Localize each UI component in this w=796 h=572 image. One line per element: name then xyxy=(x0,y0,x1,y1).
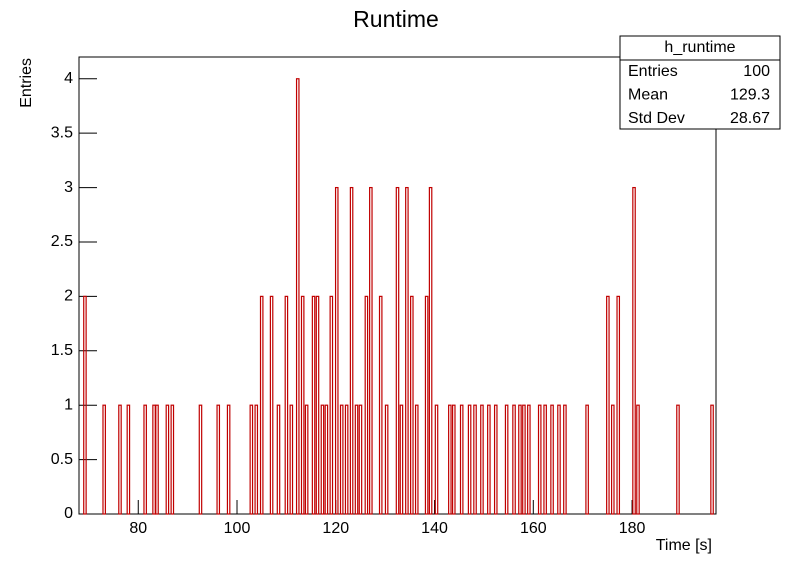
histogram-bar xyxy=(434,404,439,515)
histogram-bar xyxy=(557,404,561,515)
histogram-bar xyxy=(480,404,484,515)
histogram-bar xyxy=(543,404,547,515)
histogram-bar xyxy=(414,404,419,515)
y-tick-label: 3 xyxy=(64,179,73,196)
x-tick-label: 140 xyxy=(421,520,448,537)
stats-frame xyxy=(619,35,781,130)
histogram-bar xyxy=(410,295,414,515)
stats-value: 129.3 xyxy=(730,87,770,104)
x-axis-label: Time [s] xyxy=(656,537,712,554)
histogram-bar xyxy=(493,404,498,515)
histogram-bar xyxy=(424,295,429,515)
histogram-bar xyxy=(304,404,309,515)
histogram-bar xyxy=(339,404,344,515)
histogram-bar xyxy=(198,404,203,515)
histogram-bar xyxy=(467,404,472,515)
y-tick-label: 0 xyxy=(64,505,73,522)
histogram-bar xyxy=(710,404,714,515)
stats-label: Entries xyxy=(628,63,678,80)
histogram-bar xyxy=(276,404,281,515)
histogram-bar xyxy=(249,404,254,515)
histogram-bar xyxy=(320,404,325,515)
histogram-bar xyxy=(364,295,369,515)
stats-value: 100 xyxy=(743,63,770,80)
histogram-bar xyxy=(632,186,636,515)
histogram-bar xyxy=(358,404,363,515)
stats-value: 28.67 xyxy=(730,110,770,127)
histogram-bar xyxy=(459,404,464,515)
histogram-bar xyxy=(349,186,354,515)
histogram-bar xyxy=(518,404,522,515)
chart-title: Runtime xyxy=(353,6,439,32)
histogram-bar xyxy=(384,404,389,515)
y-tick-label: 3.5 xyxy=(51,124,73,141)
histogram-bar xyxy=(300,295,305,515)
histogram-bar xyxy=(334,186,339,515)
y-axis-label: Entries xyxy=(18,58,35,108)
histogram-bar xyxy=(216,404,221,515)
stats-label: Mean xyxy=(628,87,668,104)
histogram-bar xyxy=(155,404,159,515)
x-tick-label: 160 xyxy=(520,520,547,537)
histogram-bar xyxy=(289,404,294,515)
histogram-bar xyxy=(344,404,349,515)
histogram-bar xyxy=(165,404,170,515)
histogram-bar xyxy=(295,78,300,515)
histogram-bar xyxy=(451,404,456,515)
histogram-bar xyxy=(399,404,404,515)
histogram-bar xyxy=(473,404,477,515)
histogram-bar xyxy=(676,404,680,515)
x-tick-label: 120 xyxy=(322,520,349,537)
x-tick-label: 180 xyxy=(619,520,646,537)
y-tick-label: 2 xyxy=(64,288,73,305)
stats-title: h_runtime xyxy=(664,39,735,56)
y-tick-label: 4 xyxy=(64,70,73,87)
histogram-bar xyxy=(504,404,509,515)
histogram-bar xyxy=(126,404,131,515)
histogram-bar xyxy=(269,295,274,515)
stats-label: Std Dev xyxy=(628,110,685,127)
histogram-bar xyxy=(369,186,373,515)
x-tick-label: 80 xyxy=(129,520,147,537)
histogram-bar xyxy=(329,295,334,515)
histogram-bar xyxy=(259,295,264,515)
histogram-bar xyxy=(102,404,106,515)
histogram-bar xyxy=(616,295,621,515)
x-tick-label: 100 xyxy=(224,520,251,537)
histogram-bar xyxy=(512,404,516,515)
histogram-bar xyxy=(522,404,526,515)
histogram-bar xyxy=(315,295,320,515)
y-tick-label: 2.5 xyxy=(51,233,73,250)
histogram-bar xyxy=(527,404,531,515)
histogram-bar xyxy=(563,404,567,515)
y-tick-label: 0.5 xyxy=(51,451,73,468)
histogram-bar xyxy=(636,404,640,515)
histogram-bar xyxy=(143,404,147,515)
histogram-bar xyxy=(448,404,452,515)
histogram-bar xyxy=(378,295,383,515)
histogram-bar xyxy=(585,404,589,515)
stats-box: h_runtime xyxy=(619,35,781,130)
histogram-bar xyxy=(311,295,316,515)
histogram-bar xyxy=(118,404,122,515)
histogram-bar xyxy=(537,404,542,515)
histogram-bar xyxy=(226,404,231,515)
histogram-bar xyxy=(550,404,554,515)
histogram-bar xyxy=(170,404,175,515)
histogram-bar xyxy=(395,186,400,515)
histogram-bar xyxy=(405,186,409,515)
y-tick-label: 1 xyxy=(64,396,73,413)
histogram-bar xyxy=(83,295,87,515)
histogram-bar xyxy=(610,404,615,515)
histogram-bar xyxy=(284,295,289,515)
histogram-bar xyxy=(354,404,359,515)
y-tick-label: 1.5 xyxy=(51,342,73,359)
histogram-bar xyxy=(324,404,329,515)
histogram-bar xyxy=(606,295,610,515)
histogram-bar xyxy=(428,186,433,515)
histogram-bar xyxy=(254,404,259,515)
histogram-bar xyxy=(487,404,491,515)
